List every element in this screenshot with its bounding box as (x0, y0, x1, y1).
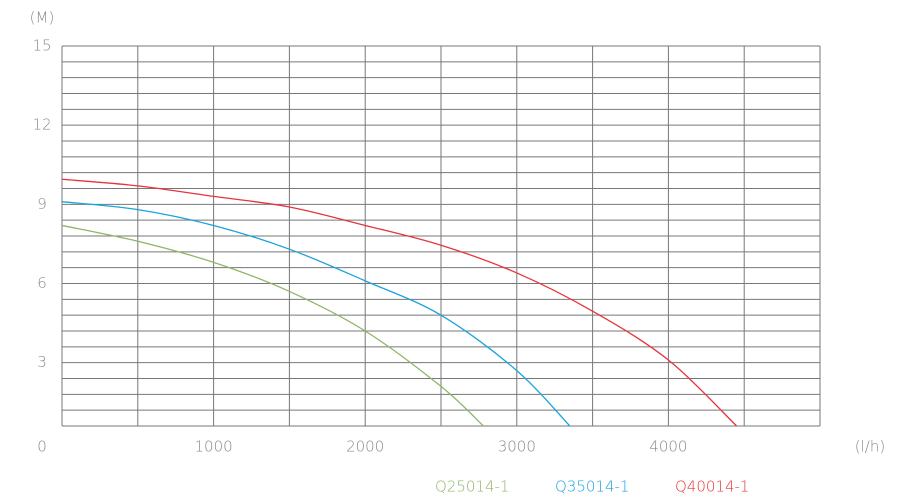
legend-label: Q35014-1 (555, 478, 629, 496)
x-tick-label: 1000 (195, 438, 233, 456)
series-line (61, 178, 738, 427)
x-tick-label: 3000 (498, 438, 536, 456)
y-tick-label: 3 (37, 353, 47, 371)
y-tick-label: 12 (32, 116, 51, 134)
series-line (61, 224, 484, 427)
y-unit: (M) (30, 9, 55, 27)
x-unit: (l/h) (855, 438, 885, 456)
y-tick-label: 9 (37, 195, 47, 213)
legend-label: Q25014-1 (435, 478, 509, 496)
series-line (61, 201, 571, 427)
legend-label: Q40014-1 (675, 478, 749, 496)
y-tick-label: 6 (37, 274, 47, 292)
y-tick-label: 15 (32, 37, 51, 55)
x-tick-label: 2000 (346, 438, 384, 456)
x-tick-label: 4000 (649, 438, 687, 456)
x-tick-label: 0 (37, 438, 47, 456)
